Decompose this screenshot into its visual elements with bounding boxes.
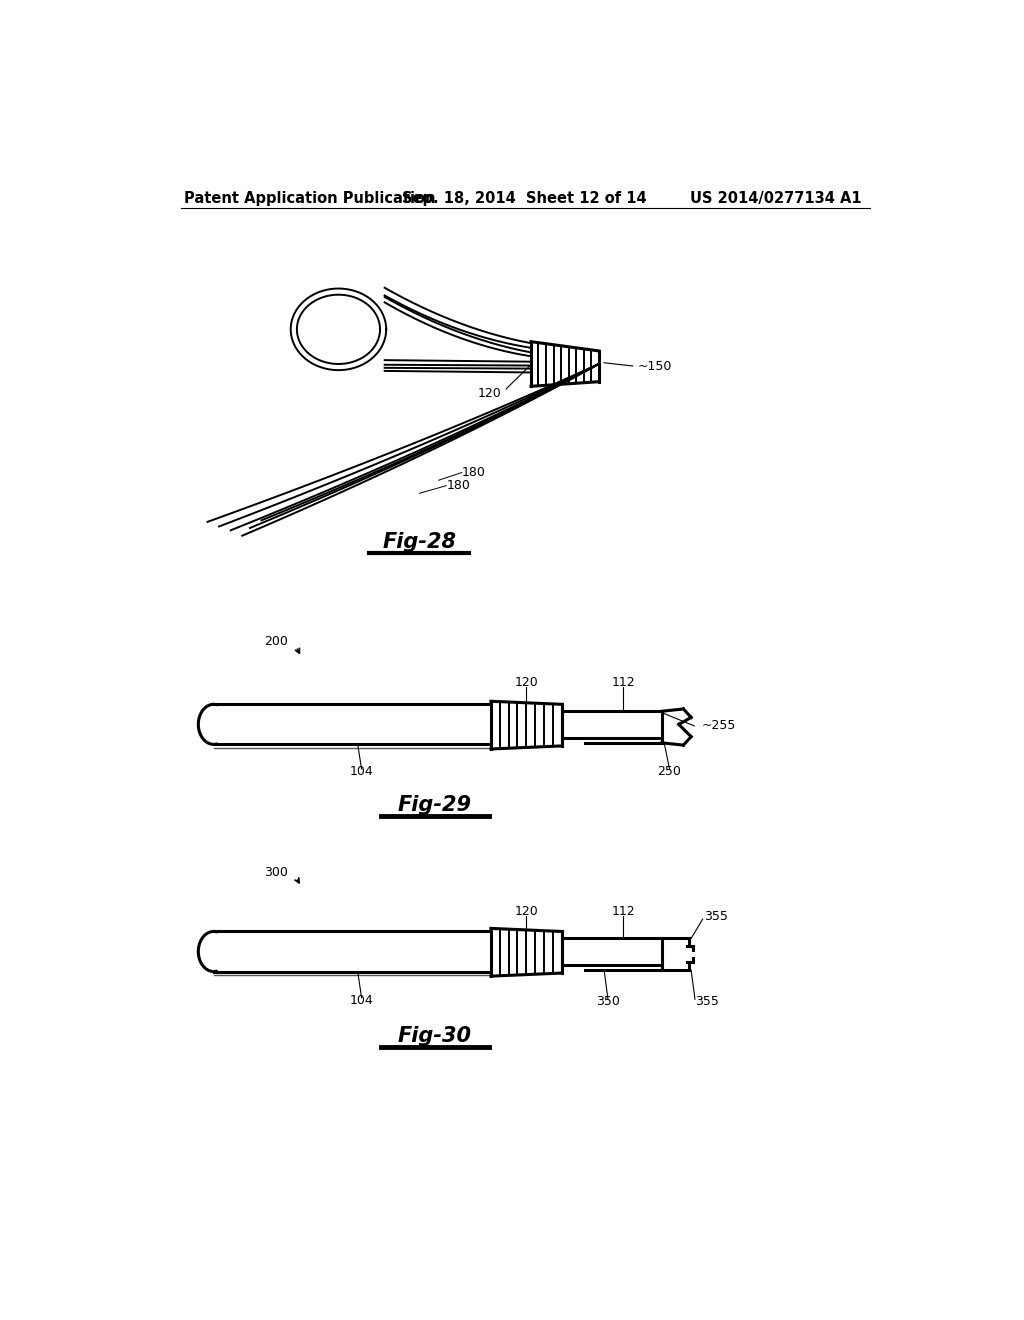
Text: Fig-30: Fig-30 <box>397 1026 472 1047</box>
Text: 250: 250 <box>657 764 682 777</box>
Text: 120: 120 <box>478 387 502 400</box>
Text: Fig-29: Fig-29 <box>397 795 472 816</box>
Text: 120: 120 <box>514 906 539 917</box>
Text: ~255: ~255 <box>701 719 736 733</box>
Text: Sep. 18, 2014  Sheet 12 of 14: Sep. 18, 2014 Sheet 12 of 14 <box>402 191 647 206</box>
Text: 112: 112 <box>611 906 635 917</box>
Text: 112: 112 <box>611 676 635 689</box>
Text: Patent Application Publication: Patent Application Publication <box>184 191 436 206</box>
Text: 355: 355 <box>705 911 728 924</box>
Text: Fig-28: Fig-28 <box>382 532 457 552</box>
Text: 180: 180 <box>446 479 470 492</box>
Text: 120: 120 <box>514 676 539 689</box>
Text: US 2014/0277134 A1: US 2014/0277134 A1 <box>690 191 862 206</box>
Text: 200: 200 <box>264 635 289 648</box>
Text: 180: 180 <box>462 466 485 479</box>
Text: 350: 350 <box>596 995 620 1008</box>
Text: 355: 355 <box>695 995 719 1008</box>
Text: ~150: ~150 <box>637 360 672 372</box>
Text: 104: 104 <box>349 764 374 777</box>
Text: 104: 104 <box>349 994 374 1007</box>
Text: 300: 300 <box>264 866 289 879</box>
